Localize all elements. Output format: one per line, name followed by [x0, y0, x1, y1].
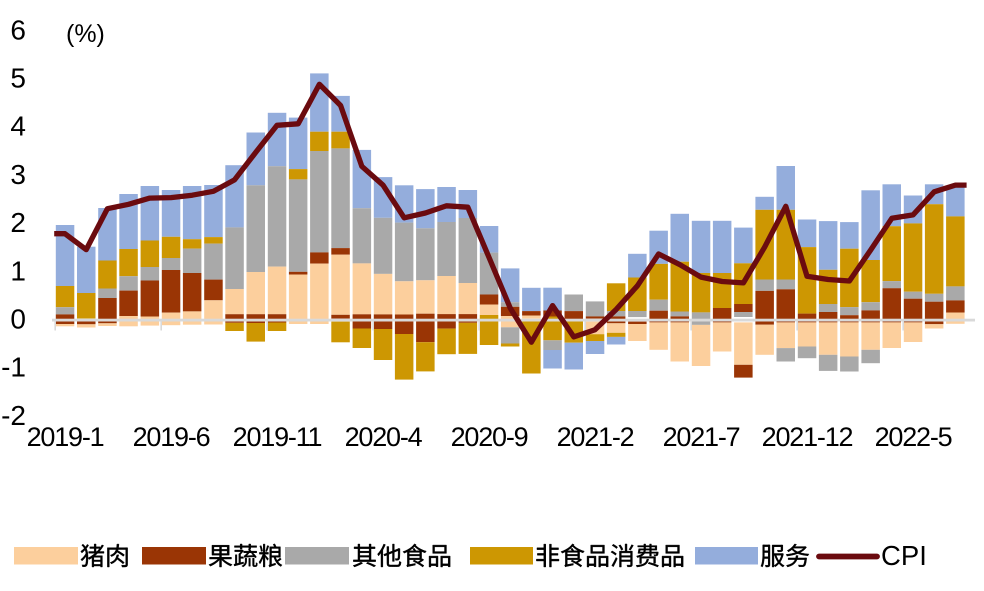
svg-text:CPI: CPI	[881, 540, 927, 571]
svg-text:4: 4	[10, 111, 26, 142]
svg-text:2021-12: 2021-12	[762, 422, 853, 452]
svg-text:2021-2: 2021-2	[557, 422, 634, 452]
svg-text:5: 5	[10, 63, 26, 94]
svg-text:2022-5: 2022-5	[875, 422, 952, 452]
svg-text:2021-7: 2021-7	[663, 422, 740, 452]
svg-text:2019-11: 2019-11	[233, 422, 322, 452]
svg-text:2020-4: 2020-4	[345, 422, 423, 452]
svg-text:2019-1: 2019-1	[27, 422, 104, 452]
svg-text:1: 1	[10, 255, 26, 286]
svg-text:6: 6	[10, 14, 26, 45]
svg-text:2019-6: 2019-6	[133, 422, 210, 452]
svg-text:3: 3	[10, 159, 26, 190]
svg-text:-2: -2	[1, 400, 26, 431]
svg-text:2: 2	[10, 207, 26, 238]
svg-text:(%): (%)	[66, 20, 105, 48]
svg-text:2020-9: 2020-9	[451, 422, 528, 452]
svg-text:-1: -1	[1, 352, 26, 383]
svg-text:0: 0	[10, 304, 26, 335]
